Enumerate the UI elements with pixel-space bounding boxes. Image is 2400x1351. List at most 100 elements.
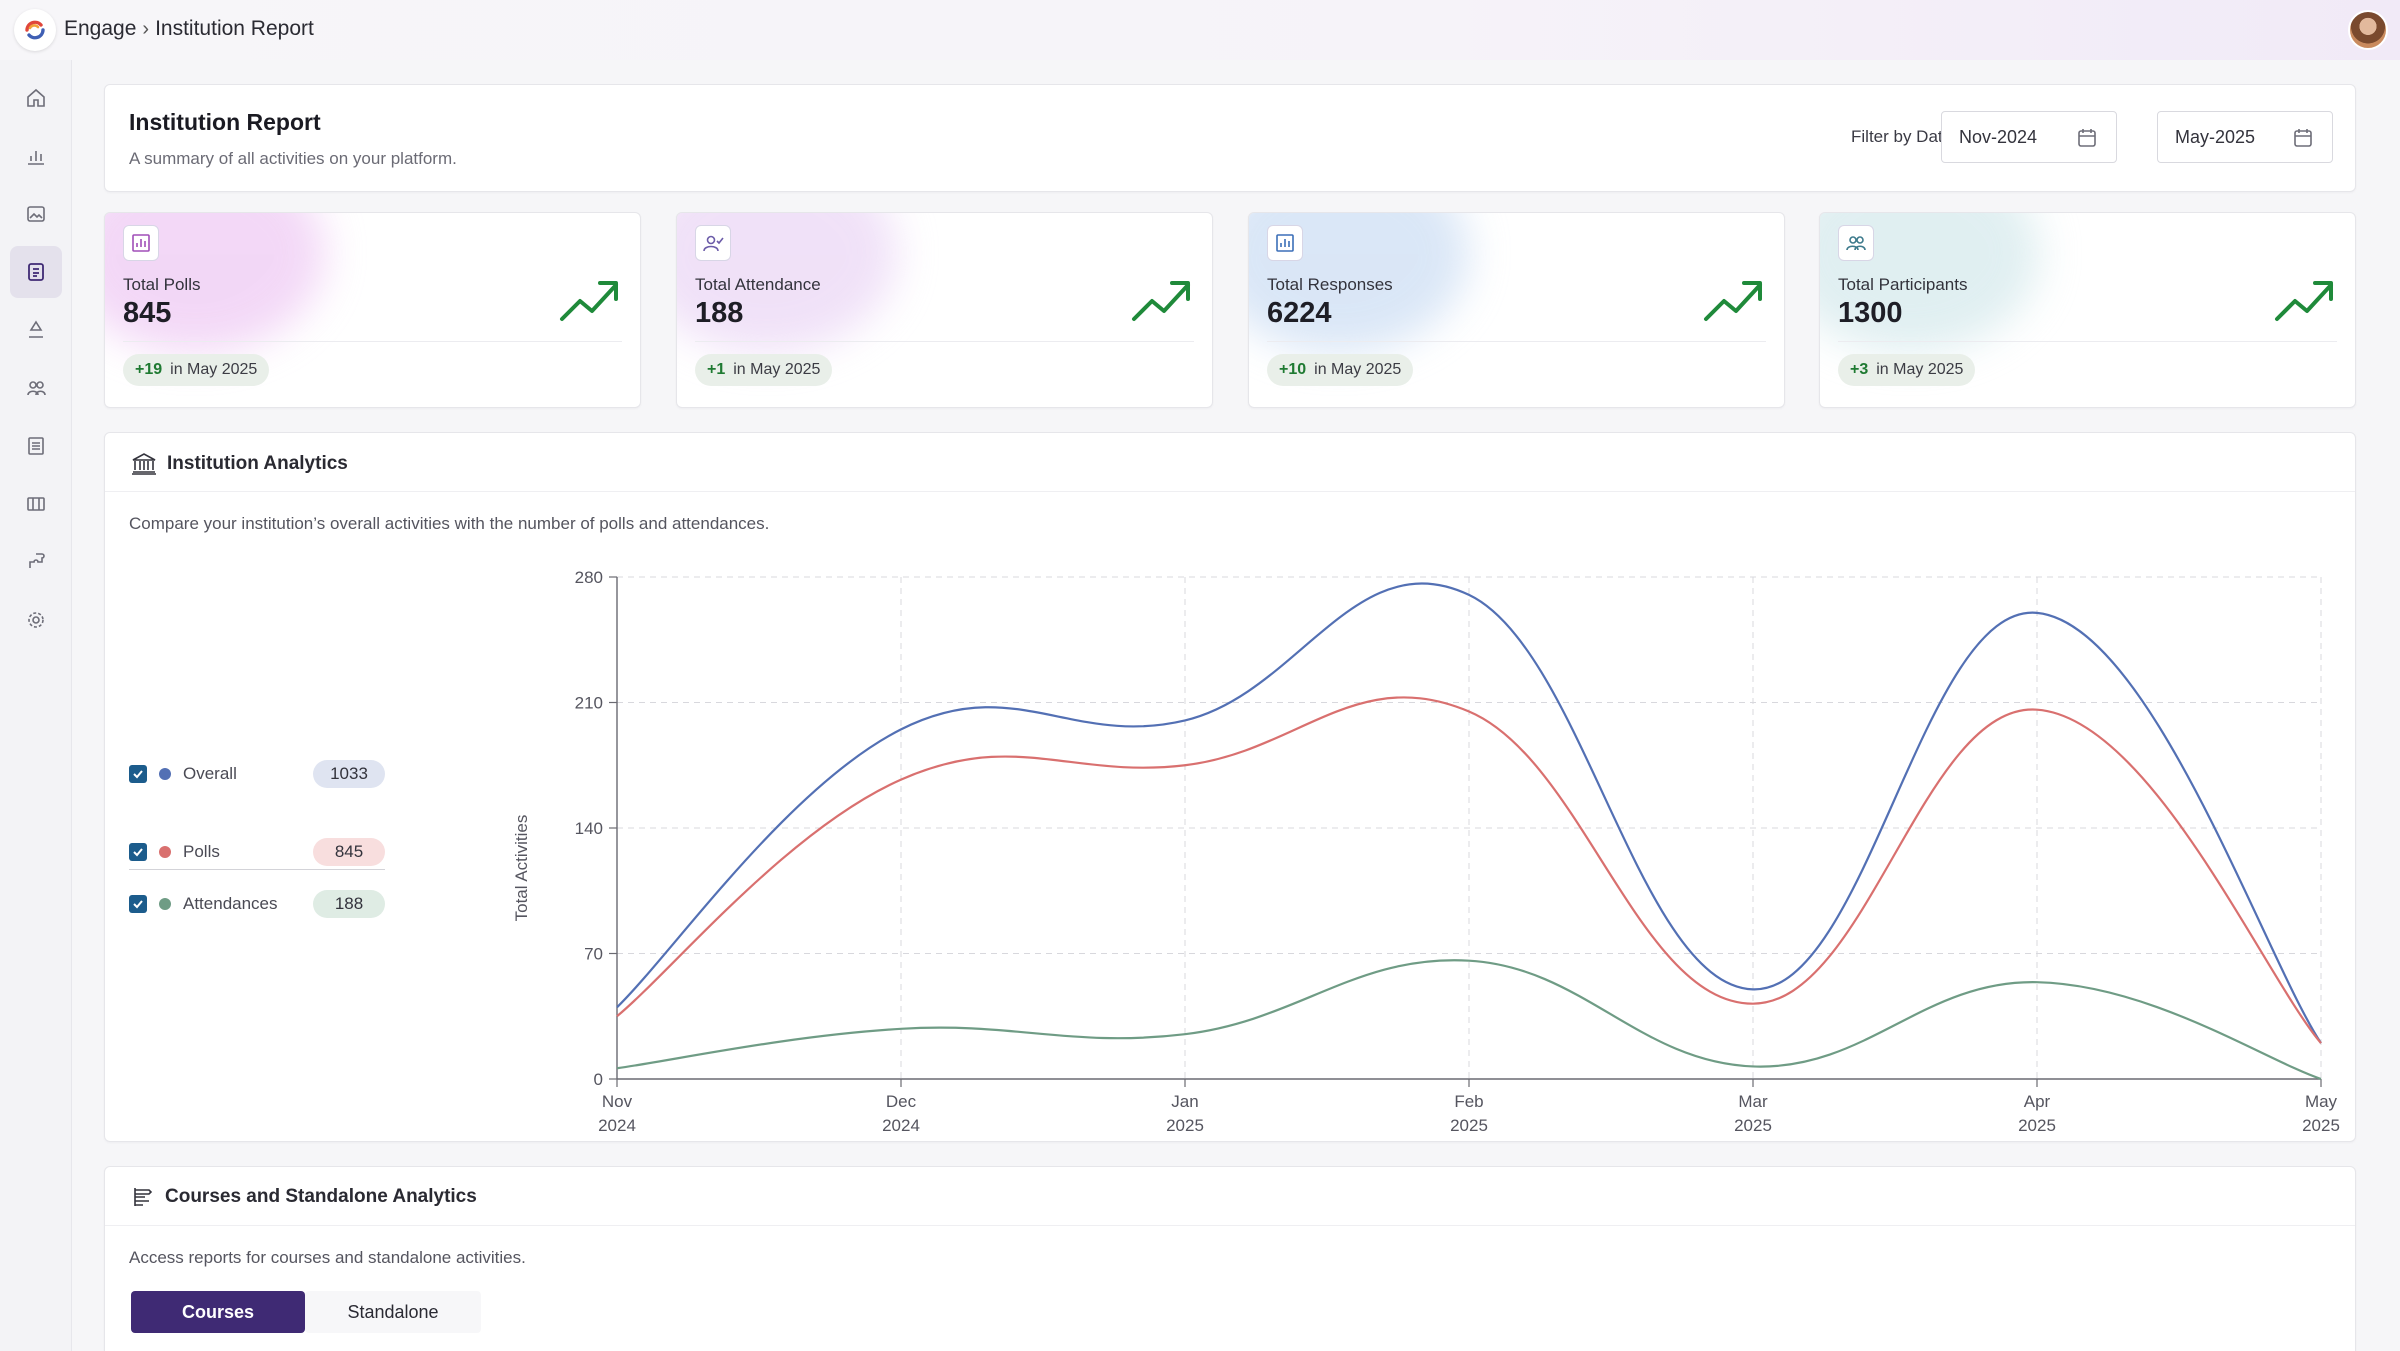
stat-card-total-polls: Total Polls 845 +19 in May 2025 (104, 212, 641, 408)
breadcrumb-institution-report: Institution Report (155, 17, 314, 40)
responses-icon (1267, 225, 1303, 261)
trending-up-icon (2275, 281, 2333, 321)
start-date-input[interactable]: Nov-2024 (1941, 111, 2117, 163)
stat-delta: +19 (135, 361, 163, 378)
stat-card-total-participants: Total Participants 1300 +3 in May 2025 (1819, 212, 2356, 408)
puzzle-icon (29, 553, 45, 568)
sidebar-item-media[interactable] (10, 188, 62, 240)
gallery-icon (27, 497, 45, 511)
stat-change-badge: +1 in May 2025 (695, 354, 833, 386)
trending-up-icon (1704, 281, 1762, 321)
bar-chart-icon (28, 151, 44, 165)
x-tick-label-year: 2025 (1166, 1116, 1204, 1135)
trending-up-icon (1132, 281, 1190, 321)
stat-change-badge: +3 in May 2025 (1838, 354, 1976, 386)
breadcrumb: Engage › Institution Report (64, 17, 314, 41)
report-header: Institution Report A summary of all acti… (104, 84, 2356, 192)
calendar-icon[interactable] (2076, 127, 2098, 149)
tab-courses[interactable]: Courses (131, 1291, 305, 1333)
home-icon (27, 88, 45, 107)
y-axis-label: Total Activities (512, 815, 531, 922)
sidebar-item-reports[interactable] (10, 246, 62, 298)
sidebar-item-home[interactable] (10, 72, 62, 124)
user-avatar[interactable] (2348, 10, 2388, 50)
x-tick-label-year: 2024 (598, 1116, 636, 1135)
legend-dot (159, 768, 171, 780)
series-line-polls (616, 696, 2322, 1044)
y-tick-label: 70 (584, 945, 603, 964)
chevron-right-icon: › (142, 17, 150, 40)
stat-label: Total Polls (123, 275, 201, 294)
tab-standalone[interactable]: Standalone (305, 1291, 481, 1333)
filter-label: Filter by Date: (1851, 127, 1957, 146)
stat-card-total-responses: Total Responses 6224 +10 in May 2025 (1248, 212, 1785, 408)
series-line-attendances (616, 959, 2322, 1081)
courses-description: Access reports for courses and standalon… (129, 1248, 526, 1267)
stat-card-total-attendance: Total Attendance 188 +1 in May 2025 (676, 212, 1213, 408)
stat-label: Total Attendance (695, 275, 821, 294)
sidebar-item-analytics[interactable] (10, 130, 62, 182)
page-title: Institution Report (129, 109, 321, 135)
legend-label: Overall (183, 764, 237, 783)
end-date-value: May-2025 (2175, 126, 2256, 147)
stat-change-badge: +10 in May 2025 (1267, 354, 1414, 386)
legend-item-attendances[interactable]: Attendances 188 (129, 889, 385, 919)
x-tick-label-year: 2025 (2302, 1116, 2340, 1135)
legend-label: Attendances (183, 894, 278, 913)
legend-item-overall[interactable]: Overall 1033 (129, 759, 385, 789)
legend-divider (129, 869, 385, 870)
x-tick-label-month: Feb (1454, 1092, 1483, 1111)
participants-icon (1838, 225, 1874, 261)
sidebar-item-documents[interactable] (10, 420, 62, 472)
poll-icon (123, 225, 159, 261)
breadcrumb-engage[interactable]: Engage (64, 17, 137, 40)
y-tick-label: 280 (575, 568, 603, 587)
legend-count-badge: 1033 (313, 760, 385, 788)
institution-analytics-card: Institution Analytics Compare your insti… (104, 432, 2356, 1142)
start-date-value: Nov-2024 (1959, 126, 2038, 147)
sidebar-item-gallery[interactable] (10, 478, 62, 530)
checkbox-checked-icon[interactable] (129, 843, 147, 861)
courses-title: Courses and Standalone Analytics (165, 1186, 477, 1207)
sidebar-item-users[interactable] (10, 362, 62, 414)
x-tick-label-month: Nov (602, 1092, 633, 1111)
checkbox-checked-icon[interactable] (129, 765, 147, 783)
report-icon (28, 263, 44, 281)
x-tick-label-year: 2025 (1734, 1116, 1772, 1135)
sidebar-item-activities[interactable] (10, 304, 62, 356)
courses-standalone-card: Courses and Standalone Analytics Access … (104, 1166, 2356, 1351)
calendar-icon[interactable] (2292, 127, 2314, 149)
y-tick-label: 140 (575, 819, 603, 838)
legend-label: Polls (183, 842, 220, 861)
sidebar-item-integrations[interactable] (10, 536, 62, 588)
trending-up-icon (560, 281, 618, 321)
analytics-description: Compare your institution’s overall activ… (129, 514, 770, 533)
analytics-title: Institution Analytics (167, 453, 348, 474)
x-tick-label-year: 2025 (1450, 1116, 1488, 1135)
legend-dot (159, 898, 171, 910)
stat-period: in May 2025 (733, 361, 821, 378)
stat-divider (695, 341, 1194, 342)
document-icon (28, 437, 44, 455)
x-tick-label-month: May (2305, 1092, 2338, 1111)
checkbox-checked-icon[interactable] (129, 895, 147, 913)
x-tick-label-month: Dec (886, 1092, 917, 1111)
activities-line-chart: 0 70 140 210 280 Nov 2024 Dec 2024 Jan 2025 Feb 2025… (512, 568, 2340, 1135)
stat-divider (1267, 341, 1766, 342)
series-line-overall (616, 582, 2322, 1044)
engage-logo-icon[interactable] (14, 9, 56, 51)
x-tick-label-month: Jan (1171, 1092, 1198, 1111)
sidebar-item-settings[interactable] (10, 594, 62, 646)
x-tick-label-month: Apr (2024, 1092, 2051, 1111)
stat-period: in May 2025 (1314, 361, 1402, 378)
y-tick-label: 210 (575, 694, 603, 713)
page-subtitle: A summary of all activities on your plat… (129, 149, 457, 168)
end-date-input[interactable]: May-2025 (2157, 111, 2333, 163)
legend-dot (159, 846, 171, 858)
stat-divider (123, 341, 622, 342)
stat-label: Total Responses (1267, 275, 1393, 294)
section-divider (105, 491, 2355, 492)
legend-item-polls[interactable]: Polls 845 (129, 837, 385, 867)
stat-delta: +10 (1279, 361, 1307, 378)
stat-value: 845 (123, 297, 172, 329)
